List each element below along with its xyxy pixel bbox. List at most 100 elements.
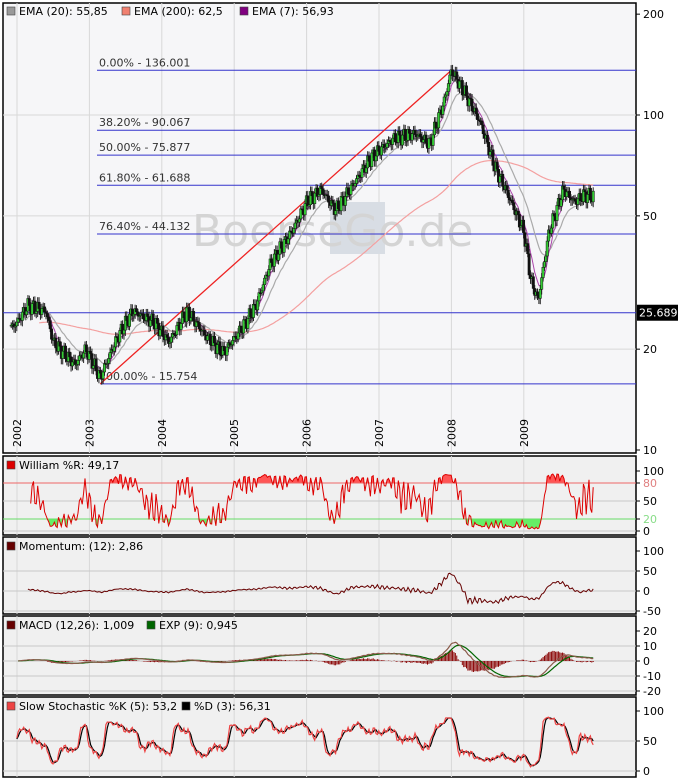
candle	[50, 328, 54, 340]
candle	[175, 325, 179, 336]
candle	[541, 267, 545, 278]
fibonacci-label: 76.40% - 44.132	[99, 220, 190, 233]
candle	[98, 370, 102, 374]
candle	[108, 352, 112, 359]
candle	[491, 149, 495, 166]
candle	[135, 308, 138, 313]
candle	[562, 185, 566, 190]
candle	[576, 198, 580, 205]
candle	[297, 218, 301, 223]
candle	[526, 243, 530, 255]
candle	[549, 227, 553, 234]
candle	[476, 113, 480, 121]
candle	[442, 96, 446, 107]
candle	[146, 313, 150, 317]
candle	[349, 184, 353, 195]
candle	[545, 240, 549, 257]
fibonacci-label: 100.00% - 15.754	[99, 370, 197, 383]
candle	[591, 190, 595, 203]
candle	[272, 253, 276, 267]
candle	[573, 198, 577, 202]
candle	[407, 129, 411, 134]
candle	[353, 183, 357, 187]
indicator-tick-label: 20	[643, 513, 657, 526]
candle	[536, 291, 539, 296]
candle	[236, 332, 240, 340]
candle	[246, 318, 250, 329]
fibonacci-label: 50.00% - 75.877	[99, 141, 190, 154]
indicator-tick-label: -10	[643, 670, 661, 683]
candle	[588, 187, 592, 201]
candle	[125, 315, 129, 321]
candle	[94, 358, 98, 372]
candle	[252, 303, 255, 318]
candle	[77, 355, 81, 361]
price-tick-label: 200	[643, 8, 664, 21]
candle	[222, 345, 226, 351]
stochastic-d-line	[16, 717, 594, 767]
legend-label: William %R: 49,17	[19, 459, 119, 472]
candle	[451, 69, 455, 76]
candle	[444, 94, 448, 98]
candle	[421, 139, 425, 143]
indicator-tick-label: 100	[643, 465, 664, 478]
indicator-tick-label: -20	[643, 685, 661, 698]
candle	[148, 320, 152, 327]
candle	[398, 130, 402, 136]
candle	[310, 191, 314, 197]
indicator-tick-label: 50	[643, 735, 657, 748]
fibonacci-label: 38.20% - 90.067	[99, 116, 190, 129]
candle	[331, 200, 335, 204]
indicator-tick-label: 0	[643, 765, 650, 778]
price-tick-label: 50	[643, 210, 657, 223]
candle	[510, 200, 514, 203]
indicator-tick-label: 20	[643, 625, 657, 638]
candle	[505, 185, 509, 191]
legend-swatch	[6, 541, 16, 551]
candle	[58, 341, 62, 347]
candle	[256, 300, 260, 311]
candle	[544, 255, 548, 262]
candle	[465, 85, 468, 97]
candle	[206, 335, 209, 341]
candle	[249, 308, 253, 318]
candle	[583, 189, 587, 193]
candle	[455, 71, 459, 80]
legend-label: EMA (200): 62,5	[134, 5, 223, 18]
candle	[434, 121, 438, 129]
candle	[517, 214, 521, 228]
candle	[313, 192, 317, 205]
candle	[208, 333, 212, 345]
candle	[531, 276, 535, 289]
fibonacci-label: 61.80% - 61.688	[99, 171, 190, 184]
candle	[413, 130, 417, 135]
candle	[431, 134, 435, 146]
macd-signal-line	[18, 644, 594, 678]
candle	[327, 195, 331, 203]
candle	[480, 120, 484, 126]
candle	[286, 238, 290, 245]
candle	[508, 197, 512, 201]
candle	[30, 303, 34, 315]
legend-label: Momentum: (12): 2,86	[19, 540, 143, 553]
candle	[538, 289, 542, 299]
candle	[20, 311, 24, 321]
candle	[114, 336, 118, 348]
legend-label: EMA (7): 56,93	[252, 5, 334, 18]
momentum-line	[27, 572, 594, 606]
candle	[169, 336, 173, 343]
candle	[82, 352, 86, 359]
year-label: 2008	[445, 419, 458, 447]
legend-swatch	[6, 620, 16, 630]
legend-label: EMA (20): 55,85	[19, 5, 108, 18]
candle	[151, 313, 155, 326]
candle	[292, 228, 296, 234]
candle	[445, 91, 449, 96]
candle	[488, 151, 492, 156]
candle	[45, 313, 49, 318]
candle	[76, 360, 80, 365]
candle	[242, 319, 246, 334]
candle	[47, 316, 51, 321]
price-tick-label: 10	[643, 444, 657, 457]
candle	[279, 241, 283, 249]
